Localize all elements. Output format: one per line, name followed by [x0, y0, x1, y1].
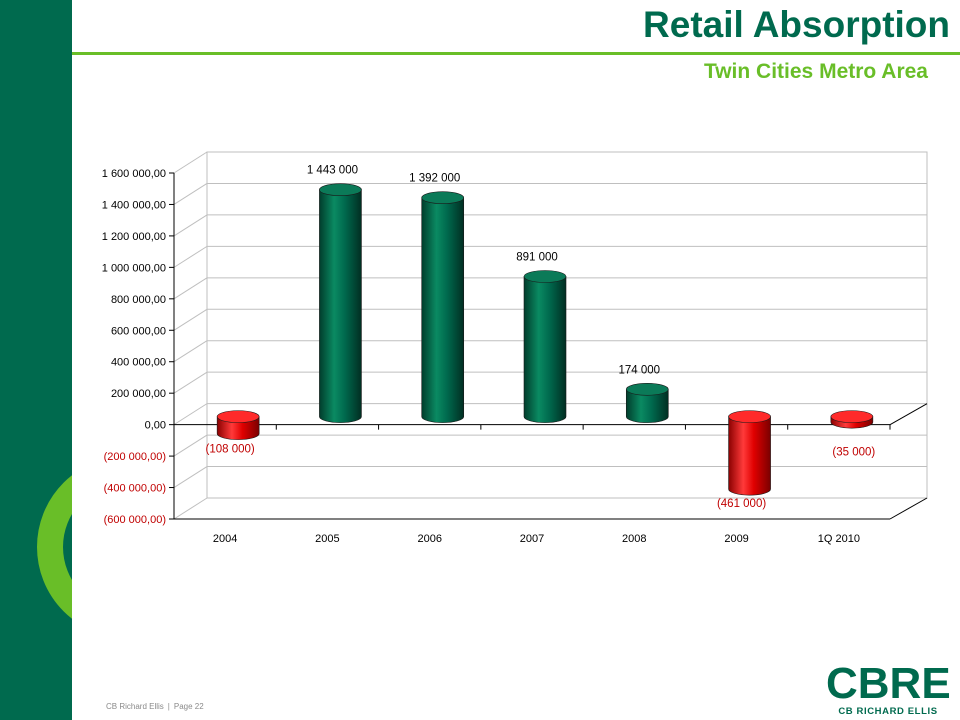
- y-tick-label: 0,00: [145, 420, 166, 432]
- y-tick-label: (400 000,00): [104, 483, 166, 495]
- footer-company: CB Richard Ellis: [106, 702, 164, 711]
- footer-separator: |: [167, 702, 170, 711]
- side-gridline: [173, 371, 208, 394]
- data-label: 1 392 000: [409, 173, 460, 185]
- data-label: 891 000: [516, 252, 558, 264]
- y-tick-label: 600 000,00: [111, 325, 166, 337]
- title-divider: [72, 52, 960, 55]
- bar-body: [319, 189, 362, 423]
- slide-subtitle: Twin Cities Metro Area: [703, 60, 928, 83]
- y-tick-label: 1 200 000,00: [102, 231, 166, 243]
- side-gridline: [173, 183, 208, 205]
- x-axis-depth: [889, 403, 928, 426]
- bar-2005: [319, 183, 362, 423]
- bar-cap: [216, 410, 260, 423]
- bar-cap: [523, 270, 567, 283]
- y-tick-label: 1 600 000,00: [102, 168, 166, 180]
- bar-body: [625, 388, 669, 423]
- x-tick-label: 2004: [213, 533, 237, 545]
- chart-back-wall: [206, 151, 928, 499]
- bar-2007: [523, 270, 567, 423]
- bar-2009: [728, 410, 771, 496]
- bar-2006: [421, 191, 465, 423]
- x-tick-label: 1Q 2010: [818, 533, 860, 545]
- data-label: 1 443 000: [307, 165, 358, 177]
- bar-body: [728, 416, 771, 496]
- bar-cap: [319, 183, 362, 196]
- bar-body: [523, 276, 567, 423]
- y-tick-label: (600 000,00): [104, 514, 166, 526]
- side-gridline: [173, 245, 208, 268]
- x-tick-label: 2009: [724, 533, 748, 545]
- side-gridline: [173, 434, 208, 457]
- y-tick-label: 200 000,00: [111, 388, 166, 400]
- data-label: (35 000): [832, 447, 875, 459]
- decorative-arc: [37, 475, 72, 619]
- footer: CB Richard Ellis | Page 22: [106, 702, 204, 711]
- data-label: (461 000): [717, 498, 766, 510]
- logo-name: CB RICHARD ELLIS: [838, 706, 938, 717]
- data-label: 174 000: [618, 364, 660, 376]
- logo-mark: CBRE: [826, 659, 951, 708]
- side-gridline: [173, 214, 208, 237]
- bar-1q-2010: [830, 410, 874, 429]
- side-gridline: [173, 466, 208, 488]
- y-tick-label: 1 400 000,00: [102, 199, 166, 211]
- floor-side-edge: [889, 497, 928, 520]
- bar-cap: [830, 410, 874, 423]
- data-label: (108 000): [206, 444, 255, 456]
- x-tick-label: 2005: [315, 533, 339, 545]
- x-tick-label: 2006: [417, 533, 441, 545]
- bar-body: [421, 197, 465, 423]
- bar-cap: [625, 382, 669, 396]
- side-gridline: [173, 403, 208, 426]
- y-tick-label: 400 000,00: [111, 357, 166, 369]
- bar-2004: [216, 410, 260, 440]
- x-tick-label: 2007: [520, 533, 544, 545]
- footer-page: Page 22: [173, 702, 204, 711]
- y-tick-label: (200 000,00): [104, 451, 166, 463]
- side-gridline: [173, 151, 208, 174]
- cbre-logo: CBRE CB RICHARD ELLIS: [826, 659, 951, 718]
- bar-2008: [625, 382, 669, 423]
- bar-cap: [421, 191, 465, 205]
- side-gridline: [173, 308, 208, 331]
- slide-title: Retail Absorption: [643, 4, 950, 45]
- bar-cap: [728, 410, 771, 423]
- bar-body: [216, 416, 260, 440]
- y-tick-label: 1 000 000,00: [102, 262, 166, 274]
- side-gridline: [173, 277, 208, 300]
- x-tick-label: 2008: [622, 533, 646, 545]
- side-gridline: [173, 497, 208, 520]
- y-tick-label: 800 000,00: [111, 294, 166, 306]
- side-gridline: [173, 340, 208, 363]
- left-brand-bar: [0, 0, 72, 720]
